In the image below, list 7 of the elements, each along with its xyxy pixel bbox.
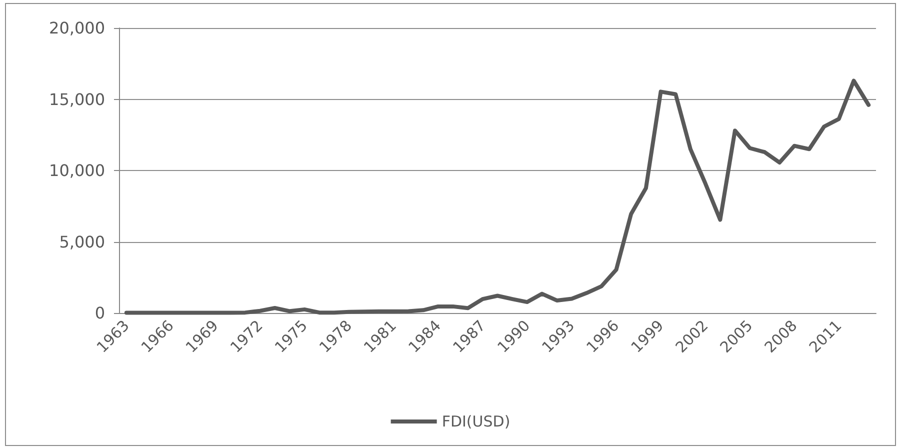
y-tick-label: 10,000 <box>49 161 105 180</box>
line-series <box>124 78 871 315</box>
y-tick-label: 0 <box>94 304 105 322</box>
y-tick-label: 15,000 <box>49 90 105 109</box>
y-tick-label: 5,000 <box>59 232 105 252</box>
y-tick-label: 20,000 <box>49 18 105 38</box>
legend-label: FDI(USD) <box>442 412 510 430</box>
